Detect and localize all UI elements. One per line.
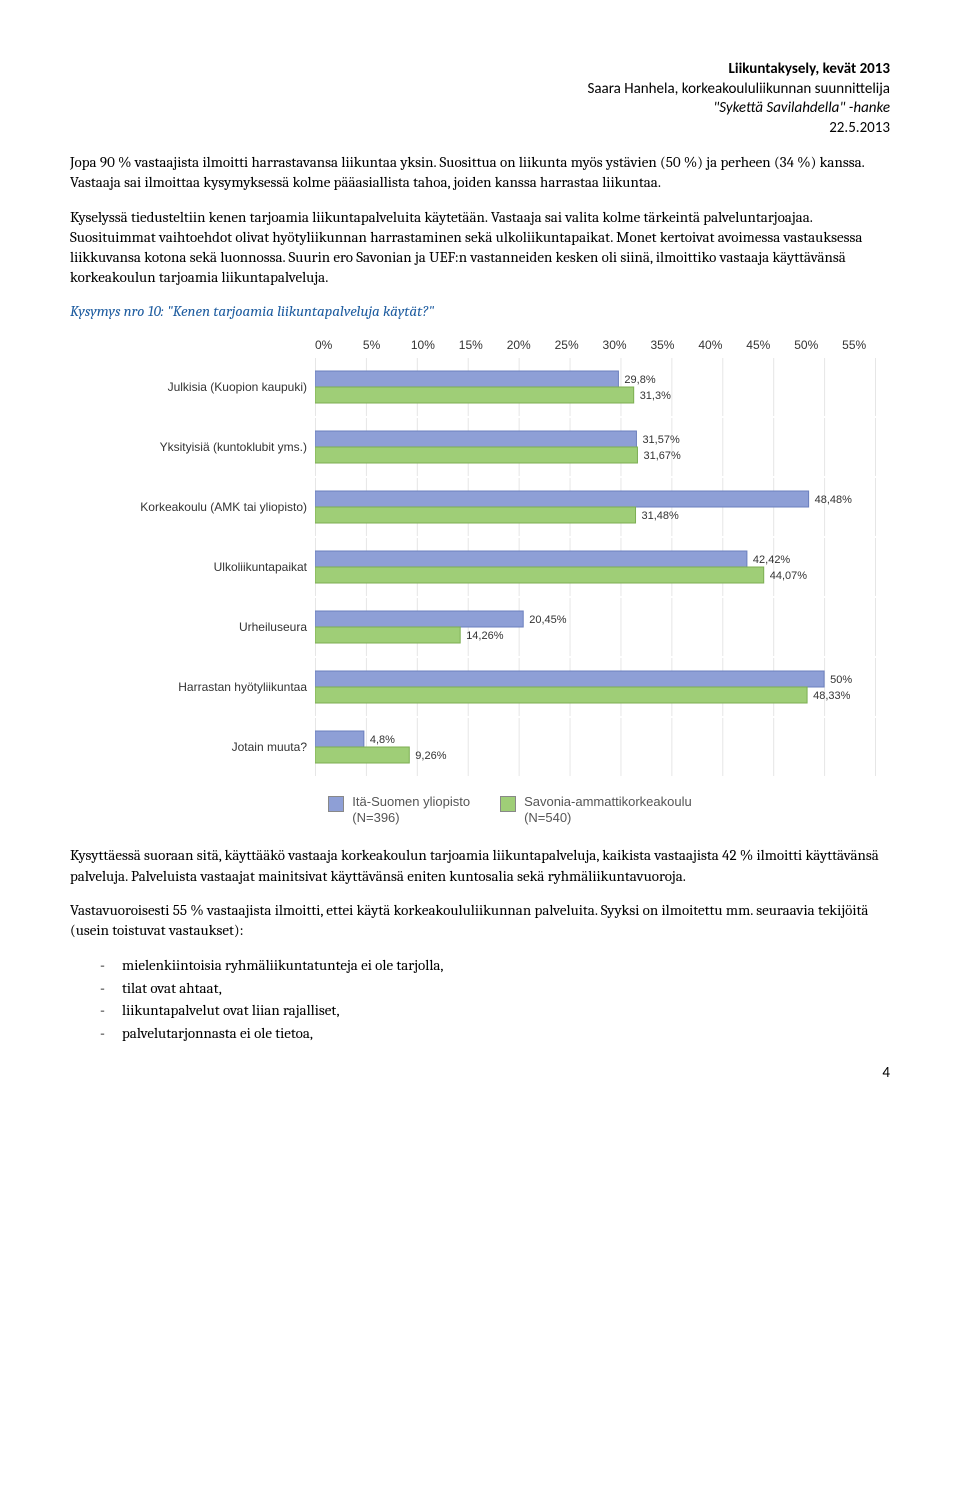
bar-label-b: 48,33% bbox=[813, 690, 851, 702]
axis-tick: 20% bbox=[507, 338, 555, 352]
services-chart: 0%5%10%15%20%25%30%35%40%45%50%55% Julki… bbox=[130, 338, 890, 828]
list-item: palvelutarjonnasta ei ole tietoa, bbox=[100, 1022, 890, 1045]
bar-series-b bbox=[315, 747, 409, 763]
list-item: mielenkiintoisia ryhmäliikuntatunteja ei… bbox=[100, 954, 890, 977]
chart-row: Korkeakoulu (AMK tai yliopisto) 48,48% 31,… bbox=[130, 478, 890, 536]
axis-tick: 50% bbox=[794, 338, 842, 352]
header-project: "Sykettä Savilahdella" -hanke bbox=[70, 99, 890, 119]
legend-a-sub: (N=396) bbox=[352, 810, 470, 827]
legend-a-name: Itä-Suomen yliopisto bbox=[352, 794, 470, 811]
legend-item-b: Savonia-ammattikorkeakoulu (N=540) bbox=[500, 794, 692, 828]
question-10-title: Kysymys nro 10: "Kenen tarjoamia liikunt… bbox=[70, 302, 890, 320]
chart-row: Harrastan hyötyliikuntaa 50% 48,33% bbox=[130, 658, 890, 716]
bar-label-a: 29,8% bbox=[624, 374, 655, 386]
axis-tick: 55% bbox=[842, 338, 890, 352]
axis-tick: 40% bbox=[698, 338, 746, 352]
axis-tick: 5% bbox=[363, 338, 411, 352]
bar-series-a bbox=[315, 731, 364, 747]
bar-series-b bbox=[315, 567, 764, 583]
paragraph-3: Kysyttäessä suoraan sitä, käyttääkö vast… bbox=[70, 845, 890, 886]
paragraph-1: Jopa 90 % vastaajista ilmoitti harrastav… bbox=[70, 152, 890, 193]
bar-series-b bbox=[315, 507, 636, 523]
category-label: Harrastan hyötyliikuntaa bbox=[130, 680, 315, 694]
category-label: Julkisia (Kuopion kaupuki) bbox=[130, 380, 315, 394]
header-author: Saara Hanhela, korkeakoululiikunnan suun… bbox=[70, 80, 890, 100]
list-item: liikuntapalvelut ovat liian rajalliset, bbox=[100, 999, 890, 1022]
paragraph-4: Vastavuoroisesti 55 % vastaajista ilmoit… bbox=[70, 900, 890, 941]
bar-label-a: 48,48% bbox=[815, 494, 853, 506]
chart-legend: Itä-Suomen yliopisto (N=396) Savonia-amm… bbox=[130, 794, 890, 828]
paragraph-2: Kyselyssä tiedusteltiin kenen tarjoamia … bbox=[70, 207, 890, 288]
bar-series-b bbox=[315, 687, 807, 703]
axis-tick: 15% bbox=[459, 338, 507, 352]
header-title: Liikuntakysely, kevät 2013 bbox=[70, 60, 890, 80]
bar-series-a bbox=[315, 371, 618, 387]
chart-row: Yksityisiä (kuntoklubit yms.) 31,57% 31,67… bbox=[130, 418, 890, 476]
bar-label-b: 44,07% bbox=[770, 570, 808, 582]
category-label: Korkeakoulu (AMK tai yliopisto) bbox=[130, 500, 315, 514]
reasons-list: mielenkiintoisia ryhmäliikuntatunteja ei… bbox=[70, 954, 890, 1044]
bar-label-a: 20,45% bbox=[529, 614, 567, 626]
chart-x-axis: 0%5%10%15%20%25%30%35%40%45%50%55% bbox=[315, 338, 890, 352]
category-label: Yksityisiä (kuntoklubit yms.) bbox=[130, 440, 315, 454]
axis-tick: 30% bbox=[603, 338, 651, 352]
category-label: Ulkoliikuntapaikat bbox=[130, 560, 315, 574]
bar-label-b: 9,26% bbox=[415, 750, 446, 762]
bar-series-a bbox=[315, 611, 523, 627]
axis-tick: 0% bbox=[315, 338, 363, 352]
header-date: 22.5.2013 bbox=[70, 119, 890, 139]
list-item: tilat ovat ahtaat, bbox=[100, 977, 890, 1000]
bar-label-a: 4,8% bbox=[370, 734, 395, 746]
bar-series-b bbox=[315, 387, 634, 403]
legend-item-a: Itä-Suomen yliopisto (N=396) bbox=[328, 794, 470, 828]
bar-label-a: 31,57% bbox=[642, 434, 680, 446]
chart-row: Urheiluseura 20,45% 14,26% bbox=[130, 598, 890, 656]
bar-series-a bbox=[315, 491, 809, 507]
bar-label-b: 31,48% bbox=[642, 510, 680, 522]
bar-series-b bbox=[315, 447, 637, 463]
chart-row: Julkisia (Kuopion kaupuki) 29,8% 31,3% bbox=[130, 358, 890, 416]
axis-tick: 35% bbox=[650, 338, 698, 352]
page-number: 4 bbox=[70, 1064, 890, 1082]
bar-series-a bbox=[315, 671, 824, 687]
bar-label-b: 31,67% bbox=[643, 450, 681, 462]
chart-row: Jotain muuta? 4,8% 9,26% bbox=[130, 718, 890, 776]
axis-tick: 45% bbox=[746, 338, 794, 352]
chart-plot-area: Julkisia (Kuopion kaupuki) 29,8% 31,3% Yksi… bbox=[130, 358, 890, 776]
bar-series-b bbox=[315, 627, 460, 643]
legend-b-sub: (N=540) bbox=[524, 810, 692, 827]
bar-label-a: 50% bbox=[830, 674, 852, 686]
legend-b-name: Savonia-ammattikorkeakoulu bbox=[524, 794, 692, 811]
bar-series-a bbox=[315, 551, 747, 567]
category-label: Jotain muuta? bbox=[130, 740, 315, 754]
bar-label-b: 14,26% bbox=[466, 630, 504, 642]
legend-swatch-b bbox=[500, 796, 516, 812]
category-label: Urheiluseura bbox=[130, 620, 315, 634]
document-header: Liikuntakysely, kevät 2013 Saara Hanhela… bbox=[70, 60, 890, 138]
bar-label-a: 42,42% bbox=[753, 554, 791, 566]
legend-swatch-a bbox=[328, 796, 344, 812]
chart-row: Ulkoliikuntapaikat 42,42% 44,07% bbox=[130, 538, 890, 596]
bar-series-a bbox=[315, 431, 636, 447]
axis-tick: 25% bbox=[555, 338, 603, 352]
axis-tick: 10% bbox=[411, 338, 459, 352]
bar-label-b: 31,3% bbox=[640, 390, 671, 402]
